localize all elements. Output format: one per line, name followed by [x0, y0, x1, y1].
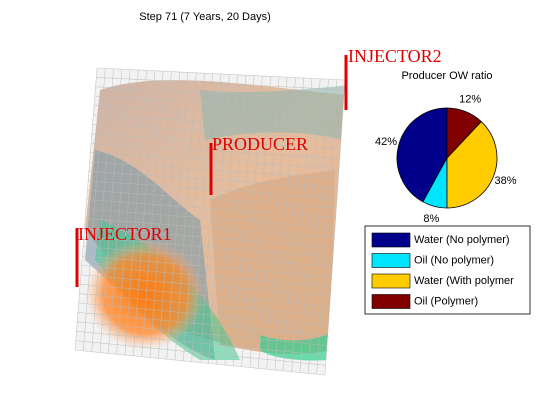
- well-label: INJECTOR1: [78, 224, 172, 244]
- grid-line: [85, 218, 335, 238]
- legend-label: Water (No polymer): [414, 234, 510, 246]
- reservoir-render: [74, 67, 346, 376]
- legend-swatch: [371, 232, 411, 248]
- legend-label: Oil (Polymer): [414, 295, 478, 307]
- grid-line: [96, 67, 346, 81]
- grid-line: [83, 236, 334, 258]
- grid-line: [93, 114, 342, 130]
- pie: 42% 8% 38% 12%: [375, 93, 517, 225]
- grid-line: [77, 312, 328, 336]
- legend-label: Water (With polymer: [414, 275, 514, 287]
- pie-slice: [396, 107, 448, 203]
- wells: INJECTOR2 PRODUCER INJECTOR1: [75, 46, 442, 287]
- grid-line: [75, 340, 326, 366]
- grid-line: [91, 142, 340, 159]
- figure-title: Step 71 (7 Years, 20 Days): [139, 11, 270, 23]
- grid-line: [88, 180, 338, 199]
- grid-line: [76, 330, 327, 356]
- grid-line: [85, 208, 336, 228]
- grid-line: [91, 133, 341, 150]
- legend-swatch: [371, 253, 411, 268]
- legend-swatch: [371, 273, 411, 289]
- grid-line: [94, 95, 344, 110]
- grid-line: [78, 302, 329, 327]
- grid-line: [96, 77, 345, 91]
- well-label: INJECTOR2: [348, 46, 442, 66]
- legend: Water (No polymer) Oil (No polymer) Water …: [364, 225, 531, 315]
- legend-swatch: [371, 294, 411, 309]
- grid-line: [94, 105, 343, 120]
- pie-slice: [446, 120, 498, 209]
- grid-line: [80, 274, 331, 297]
- grid-line: [88, 171, 338, 189]
- grid-line: [86, 199, 336, 218]
- grid-line: [81, 265, 332, 287]
- grid-line: [84, 227, 334, 248]
- grid-line: [92, 124, 342, 140]
- slice-label: 12%: [459, 93, 481, 105]
- slice-label: 42%: [375, 136, 397, 148]
- grid-line: [95, 86, 344, 100]
- grid-line: [83, 246, 333, 268]
- grid-line: [89, 161, 339, 179]
- chart-title: Producer OW ratio: [401, 70, 492, 82]
- grid-line: [80, 283, 330, 307]
- well-label: PRODUCER: [212, 134, 308, 154]
- legend-label: Oil (No polymer): [414, 254, 494, 266]
- saturation-surface: [200, 85, 345, 140]
- grid-line: [90, 152, 340, 169]
- grid-line: [87, 189, 337, 209]
- slice-label: 38%: [495, 175, 517, 187]
- grid-line: [77, 321, 328, 346]
- grid-line: [82, 255, 332, 277]
- saturation-surface: [260, 330, 335, 361]
- grid-line: [79, 293, 330, 317]
- grid-line: [74, 349, 326, 376]
- slice-label: 8%: [423, 213, 439, 225]
- pie-slice: [446, 107, 482, 160]
